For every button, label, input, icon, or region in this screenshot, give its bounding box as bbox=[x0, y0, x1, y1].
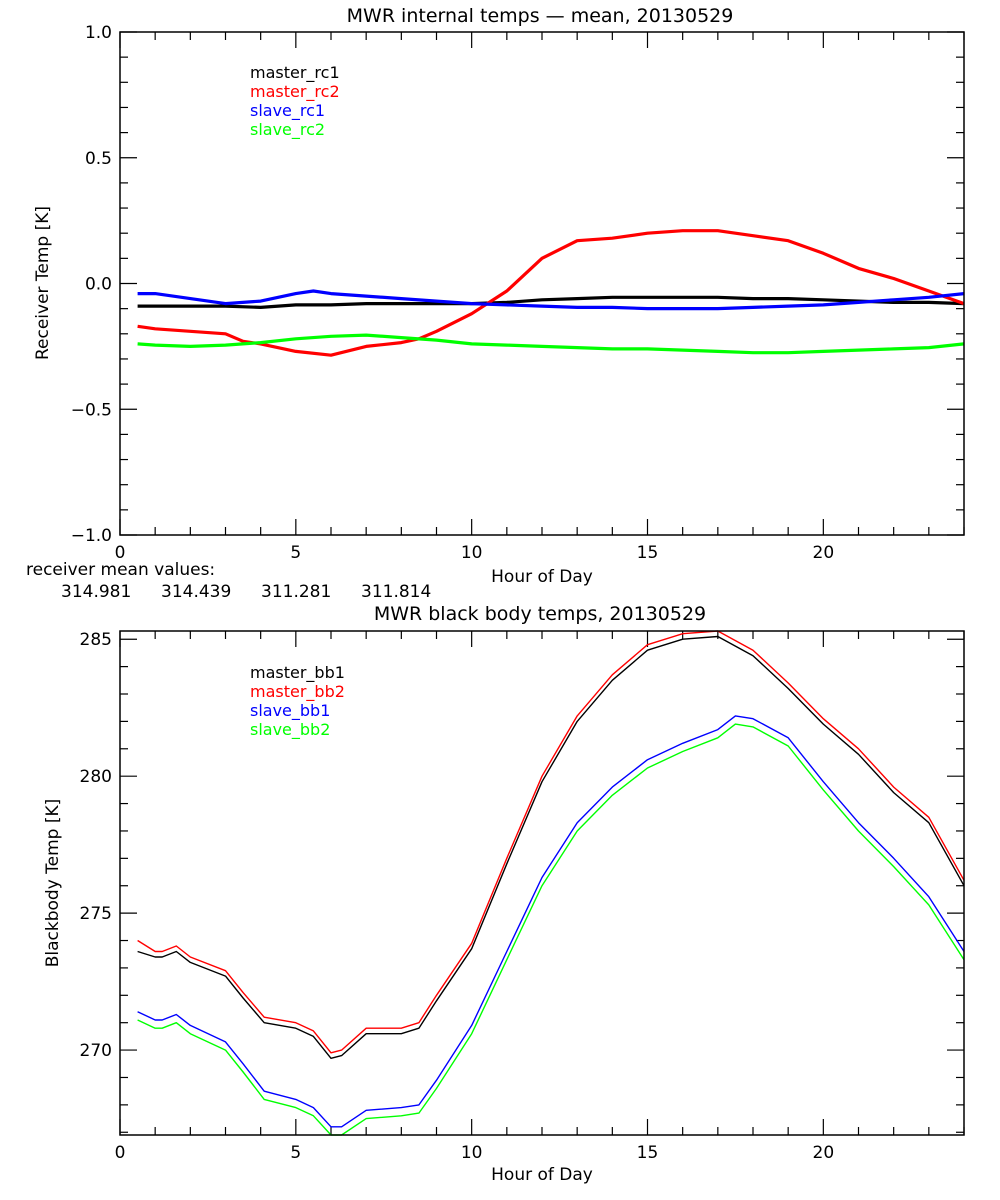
receiver-mean-label: receiver mean values: bbox=[26, 560, 215, 580]
legend-entry: master_rc1 bbox=[250, 63, 340, 83]
y-tick-label: 1.0 bbox=[85, 23, 112, 43]
x-tick-label: 5 bbox=[290, 1143, 301, 1163]
ticks: 0 5 10 15 20 −1.0 −0.5 0.0 0.5 1.0 bbox=[71, 23, 965, 563]
x-tick-label: 10 bbox=[461, 1143, 483, 1163]
legend-entry: slave_bb2 bbox=[250, 720, 330, 740]
x-tick-label: 20 bbox=[813, 1143, 835, 1163]
receiver-mean-value: 311.281 bbox=[261, 582, 331, 602]
legend-entry: master_rc2 bbox=[250, 82, 340, 102]
internal-temps-chart: MWR internal temps — mean, 20130529 Rece… bbox=[33, 5, 965, 587]
series-line-master_rc1 bbox=[137, 295, 965, 309]
x-tick-label: 20 bbox=[813, 543, 835, 563]
x-tick-label: 15 bbox=[637, 1143, 659, 1163]
series-line-slave_rc1 bbox=[137, 289, 965, 311]
receiver-mean-value: 314.439 bbox=[161, 582, 231, 602]
series-lines bbox=[137, 630, 965, 1136]
legend-entry: slave_bb1 bbox=[250, 701, 330, 721]
y-tick-label: 275 bbox=[80, 904, 112, 924]
series-line-slave_rc2 bbox=[137, 333, 965, 355]
chart-title: MWR internal temps — mean, 20130529 bbox=[347, 5, 734, 27]
x-tick-label: 10 bbox=[461, 543, 483, 563]
ticks: 0 5 10 15 20 270 275 280 285 bbox=[80, 630, 965, 1163]
y-axis-label: Blackbody Temp [K] bbox=[43, 799, 63, 968]
x-axis-label: Hour of Day bbox=[491, 1165, 593, 1185]
x-tick-label: 15 bbox=[637, 543, 659, 563]
y-tick-label: 280 bbox=[80, 767, 112, 787]
x-tick-label: 0 bbox=[115, 543, 126, 563]
y-tick-label: 0.0 bbox=[85, 275, 112, 295]
legend-entry: slave_rc2 bbox=[250, 120, 325, 140]
chart-title: MWR black body temps, 20130529 bbox=[374, 603, 706, 625]
blackbody-temps-chart: MWR black body temps, 20130529 Blackbody… bbox=[43, 603, 965, 1185]
x-axis-label: Hour of Day bbox=[491, 567, 593, 587]
y-tick-label: 0.5 bbox=[85, 149, 112, 169]
legend: master_rc1 master_rc2 slave_rc1 slave_rc… bbox=[250, 63, 340, 140]
series-line-master_bb1 bbox=[137, 635, 965, 1059]
legend-entry: slave_rc1 bbox=[250, 101, 325, 121]
receiver-mean-values: receiver mean values: 314.981 314.439 31… bbox=[26, 560, 431, 602]
y-tick-label: 270 bbox=[80, 1041, 112, 1061]
series-line-master_rc2 bbox=[137, 229, 965, 357]
y-tick-label: −1.0 bbox=[71, 526, 112, 546]
series-line-slave_bb2 bbox=[137, 723, 965, 1136]
receiver-mean-value: 314.981 bbox=[61, 582, 131, 602]
x-tick-label: 5 bbox=[290, 543, 301, 563]
series-lines bbox=[137, 229, 965, 357]
legend-entry: master_bb2 bbox=[250, 682, 345, 702]
series-line-slave_bb1 bbox=[137, 715, 965, 1128]
y-tick-label: 285 bbox=[80, 630, 112, 650]
x-tick-label: 0 bbox=[115, 1143, 126, 1163]
legend-entry: master_bb1 bbox=[250, 663, 345, 683]
y-tick-label: −0.5 bbox=[71, 400, 112, 420]
legend: master_bb1 master_bb2 slave_bb1 slave_bb… bbox=[250, 663, 345, 740]
y-axis-label: Receiver Temp [K] bbox=[33, 206, 53, 360]
plot-frame bbox=[119, 31, 965, 536]
receiver-mean-value: 311.814 bbox=[361, 582, 431, 602]
plot-frame bbox=[119, 630, 965, 1136]
series-line-master_bb2 bbox=[137, 630, 965, 1054]
